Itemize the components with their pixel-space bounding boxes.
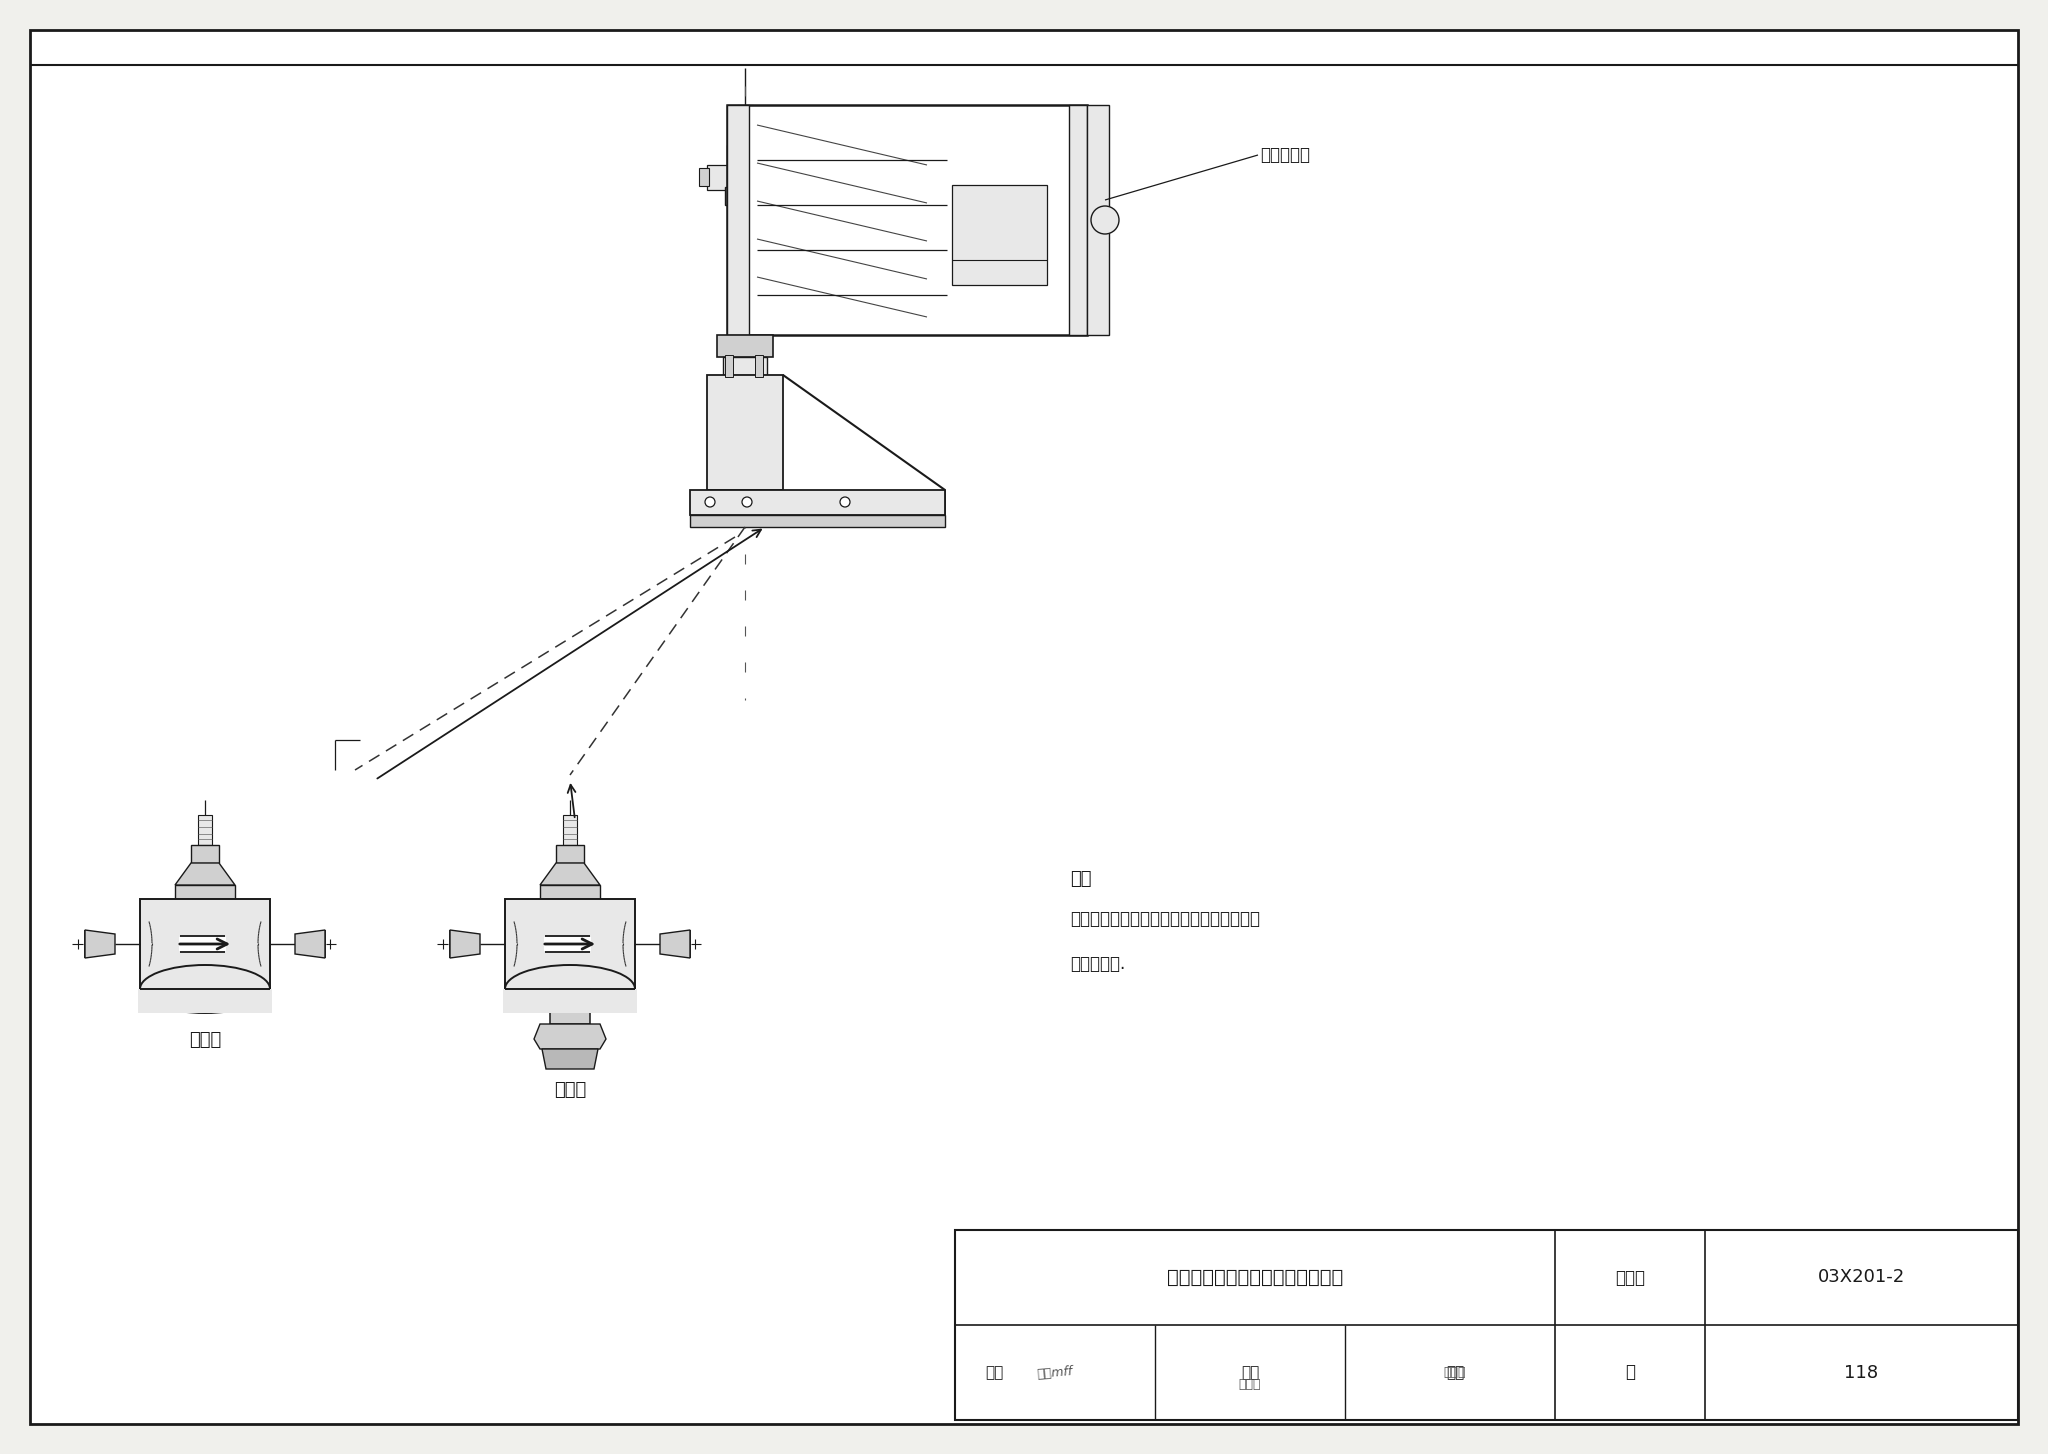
Bar <box>737 105 754 145</box>
Bar <box>707 375 782 490</box>
Text: 审核: 审核 <box>985 1365 1004 1380</box>
Polygon shape <box>295 931 326 958</box>
Polygon shape <box>659 931 690 958</box>
Circle shape <box>705 497 715 507</box>
Bar <box>551 989 590 1024</box>
Bar <box>727 145 764 167</box>
Circle shape <box>741 497 752 507</box>
Bar <box>725 188 766 205</box>
Bar <box>545 936 592 951</box>
Bar <box>137 989 272 1013</box>
Bar <box>541 885 600 899</box>
Ellipse shape <box>506 965 635 1013</box>
Ellipse shape <box>139 965 270 1013</box>
Bar <box>174 885 236 899</box>
Bar <box>698 169 709 186</box>
Bar <box>504 989 637 1013</box>
Bar <box>178 936 225 951</box>
Polygon shape <box>451 931 479 958</box>
Bar <box>727 105 750 334</box>
Text: 注：: 注： <box>1069 869 1092 888</box>
Bar <box>690 515 944 526</box>
Bar <box>727 105 1087 334</box>
Bar <box>723 167 768 188</box>
Circle shape <box>1092 206 1118 234</box>
Text: 图集号: 图集号 <box>1616 1268 1645 1287</box>
Bar <box>952 185 1047 285</box>
Polygon shape <box>86 931 115 958</box>
Bar <box>723 358 768 375</box>
Bar <box>506 899 635 989</box>
Polygon shape <box>541 864 600 885</box>
Bar <box>1069 105 1087 334</box>
Bar <box>725 355 733 377</box>
Text: 宜垂直安装，如受条件限制，马达外轴必须: 宜垂直安装，如受条件限制，马达外轴必须 <box>1069 910 1260 928</box>
Bar <box>954 1230 2017 1421</box>
Bar <box>139 899 270 989</box>
Text: 是水平放置.: 是水平放置. <box>1069 955 1124 973</box>
Bar <box>756 355 764 377</box>
Bar <box>563 816 578 845</box>
Text: 三通阀: 三通阀 <box>553 1080 586 1099</box>
Text: 03X201-2: 03X201-2 <box>1819 1268 1905 1287</box>
Text: 可逆转弹簧复位的阀门执行器安装: 可逆转弹簧复位的阀门执行器安装 <box>1167 1268 1343 1287</box>
Bar <box>555 845 584 864</box>
Polygon shape <box>543 1048 598 1069</box>
Bar <box>199 816 213 845</box>
Text: 乙烯mff: 乙烯mff <box>1036 1364 1073 1380</box>
Bar <box>190 845 219 864</box>
Text: 二通阀: 二通阀 <box>188 1031 221 1048</box>
Text: 118: 118 <box>1845 1364 1878 1381</box>
Polygon shape <box>174 864 236 885</box>
Circle shape <box>840 497 850 507</box>
Bar <box>707 164 727 190</box>
Bar <box>690 490 944 515</box>
Bar <box>717 334 772 358</box>
Text: 设计: 设计 <box>1446 1365 1464 1380</box>
Text: 页: 页 <box>1624 1364 1634 1381</box>
Bar <box>1087 105 1110 334</box>
Text: 乙勾化: 乙勾化 <box>1444 1365 1466 1378</box>
Polygon shape <box>535 1024 606 1048</box>
Text: 校对: 校对 <box>1241 1365 1260 1380</box>
Text: 名称们: 名称们 <box>1239 1378 1262 1391</box>
Text: 阀门执行器: 阀门执行器 <box>1260 145 1311 164</box>
